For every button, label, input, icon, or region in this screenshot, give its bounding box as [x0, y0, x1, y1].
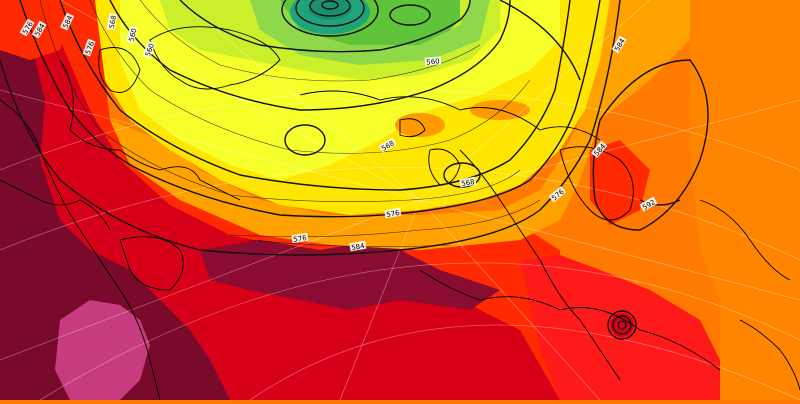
contour-low-ring-3 [309, 0, 351, 17]
svg-text:560: 560 [426, 57, 440, 66]
meridian-3 [419, 99, 800, 201]
contour-label: 576 [291, 232, 309, 244]
contour-label: 568 [106, 13, 118, 31]
orange-east [690, 0, 800, 400]
contour-label: 560 [424, 56, 442, 67]
latitude-line-1 [0, 89, 800, 171]
coastlines [0, 26, 800, 401]
contour-labels: 576 576 568 560 560 568 [19, 12, 658, 252]
green-light-region [250, 0, 490, 65]
contour-low-ring-2 [295, 0, 365, 27]
coast-europe-south [419, 269, 721, 371]
coast-novaya [428, 148, 461, 186]
contour-584-east-loop [592, 59, 709, 231]
contour-low-ring-4 [321, 0, 339, 10]
svg-text:576: 576 [386, 209, 401, 219]
thin-contour-4 [229, 199, 541, 237]
height-contours [0, 0, 709, 340]
contour-low-ring-1 [281, 0, 379, 37]
thin-contour-2 [89, 0, 531, 154]
contour-low-se-ring-1 [607, 310, 637, 340]
maroon-region-west [0, 20, 230, 400]
contour-592-segment [639, 199, 681, 206]
thin-contours [39, 0, 541, 247]
svg-text:568: 568 [108, 15, 118, 30]
meridian-6 [339, 199, 421, 401]
meridian-7 [0, 199, 421, 361]
meridian-2 [419, 0, 651, 201]
contour-ring-small-a [389, 4, 431, 26]
coast-scandinavia [459, 149, 621, 381]
coast-baffin [98, 47, 141, 93]
red-region-northeast [590, 140, 650, 225]
coast-east-1 [699, 199, 791, 281]
contour-552 [179, 0, 471, 53]
meridian-1 [179, 0, 421, 201]
coast-eurasia-north [299, 90, 601, 141]
coast-svalbard [399, 118, 426, 138]
svg-text:568: 568 [461, 178, 476, 188]
coast-east-2 [739, 319, 800, 391]
meridian-4 [419, 199, 800, 301]
meridian-8 [0, 89, 421, 201]
svg-text:584: 584 [351, 242, 366, 252]
maroon-region-west-2 [200, 240, 500, 310]
latitude-line-2 [0, 167, 800, 261]
contour-label: 576 [384, 207, 402, 219]
meridian-9 [59, 0, 421, 201]
contour-560 [109, 0, 511, 111]
latitude-line-3 [39, 262, 800, 401]
thin-contour-1 [39, 0, 521, 202]
svg-text:560: 560 [127, 28, 138, 43]
light-orange-band [110, 0, 690, 250]
contour-568 [59, 0, 571, 191]
coast-hudson [119, 236, 184, 291]
contour-low-se-ring-2 [612, 315, 632, 335]
pink-region-southwest [55, 300, 150, 400]
latitude-line-4 [249, 324, 800, 401]
contour-label: 584 [349, 240, 367, 252]
thin-contour-3 [139, 0, 481, 82]
contour-low-se-ring-3 [617, 320, 627, 330]
coast-north-america-west [0, 99, 161, 401]
coast-alaska [0, 179, 111, 231]
coast-north-america-arctic [59, 59, 241, 201]
contour-ring-central [284, 124, 326, 156]
coast-greenland [149, 26, 281, 90]
meridian-5 [419, 199, 601, 401]
contour-upper-east [499, 0, 581, 81]
contour-576-west [19, 0, 601, 218]
contour-label: 568 [459, 176, 477, 188]
contour-584-main [0, 0, 621, 256]
svg-text:576: 576 [293, 234, 308, 244]
